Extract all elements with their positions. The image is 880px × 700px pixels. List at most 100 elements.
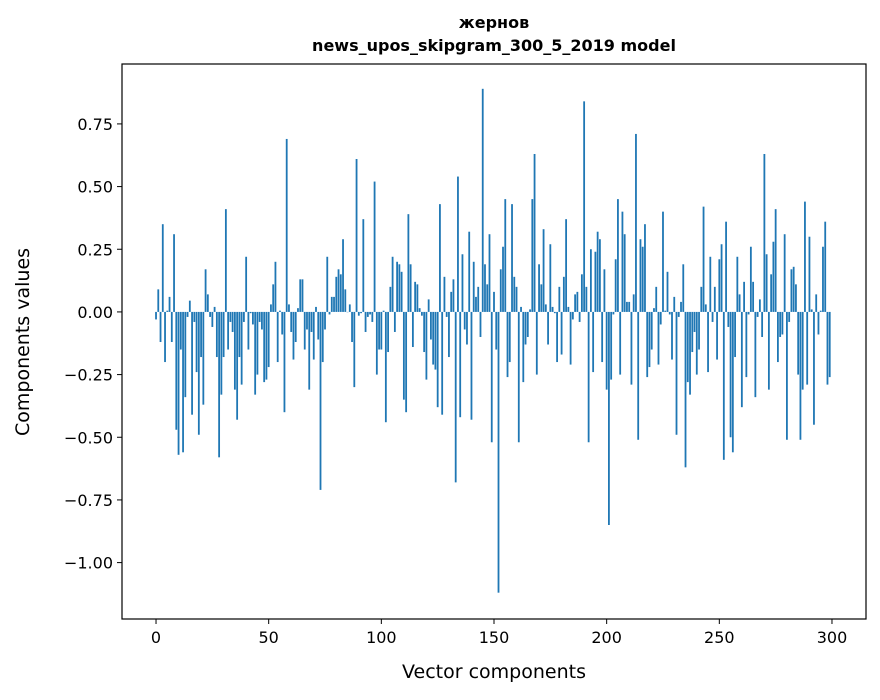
bar	[761, 312, 763, 337]
bar	[491, 312, 493, 442]
bar	[275, 262, 277, 312]
bar	[554, 312, 556, 313]
bar	[592, 312, 594, 372]
bar	[311, 312, 313, 332]
bar	[410, 264, 412, 312]
x-tick-label: 200	[591, 628, 622, 647]
bar	[205, 269, 207, 312]
bar	[615, 259, 617, 312]
bar	[227, 312, 229, 350]
bar	[261, 312, 263, 330]
bar	[500, 269, 502, 312]
bar	[556, 312, 558, 362]
bar	[248, 312, 250, 350]
bar	[502, 247, 504, 312]
bar	[718, 259, 720, 312]
bar	[745, 312, 747, 377]
bar	[380, 312, 382, 350]
bar	[700, 287, 702, 312]
bar	[333, 297, 335, 312]
bar	[371, 312, 373, 322]
bar	[802, 312, 804, 390]
bar	[669, 312, 671, 315]
bar	[389, 287, 391, 312]
bar	[475, 297, 477, 312]
bar	[315, 307, 317, 312]
bar	[637, 312, 639, 440]
bar	[263, 312, 265, 382]
bar	[585, 287, 587, 312]
bar	[421, 312, 423, 316]
y-tick-label: −0.75	[64, 491, 113, 510]
bar	[396, 262, 398, 312]
bar	[437, 312, 439, 407]
bar	[743, 282, 745, 312]
bar	[511, 204, 513, 312]
bar	[678, 312, 680, 317]
bar	[518, 312, 520, 442]
bar	[685, 312, 687, 467]
bar	[191, 312, 193, 415]
bar	[196, 312, 198, 372]
bar	[286, 139, 288, 312]
bar	[200, 312, 202, 357]
bar	[394, 312, 396, 332]
bar	[238, 312, 240, 357]
bar	[660, 312, 662, 325]
bar	[714, 287, 716, 312]
bar	[649, 312, 651, 367]
bar	[184, 312, 186, 397]
bar	[766, 254, 768, 312]
bar	[459, 312, 461, 417]
bar	[486, 284, 488, 312]
bar	[522, 312, 524, 382]
bar	[763, 154, 765, 312]
bar	[754, 312, 756, 397]
bar	[736, 257, 738, 312]
bar	[441, 312, 443, 415]
bars-group	[155, 89, 831, 593]
bar	[504, 199, 506, 312]
bar	[202, 312, 204, 405]
bar	[768, 312, 770, 390]
bar	[401, 272, 403, 312]
bar	[164, 312, 166, 362]
bar	[169, 297, 171, 312]
bar	[703, 207, 705, 312]
bar	[558, 287, 560, 312]
bar	[362, 219, 364, 312]
bar	[252, 312, 254, 325]
bar	[827, 312, 829, 385]
bar	[590, 249, 592, 312]
bar	[642, 247, 644, 312]
bar	[329, 312, 331, 315]
bar	[173, 234, 175, 312]
bar	[811, 309, 813, 312]
bar	[667, 272, 669, 312]
bar	[166, 311, 168, 312]
bar	[432, 312, 434, 365]
y-tick-label: 0.50	[77, 178, 113, 197]
bar	[818, 312, 820, 335]
bar	[797, 312, 799, 375]
bar	[295, 312, 297, 342]
bar	[525, 312, 527, 345]
bar	[423, 312, 425, 352]
bar	[207, 294, 209, 312]
bar	[709, 257, 711, 312]
plot-frame	[122, 64, 866, 619]
bar	[498, 312, 500, 593]
bar	[320, 312, 322, 490]
bar	[698, 312, 700, 350]
bar	[604, 269, 606, 312]
bar	[157, 289, 159, 312]
bar	[446, 312, 448, 317]
bar	[687, 312, 689, 382]
bar	[236, 312, 238, 420]
bar	[529, 309, 531, 312]
bar	[374, 182, 376, 312]
bar	[750, 247, 752, 312]
bar	[563, 277, 565, 312]
bar	[653, 308, 655, 312]
